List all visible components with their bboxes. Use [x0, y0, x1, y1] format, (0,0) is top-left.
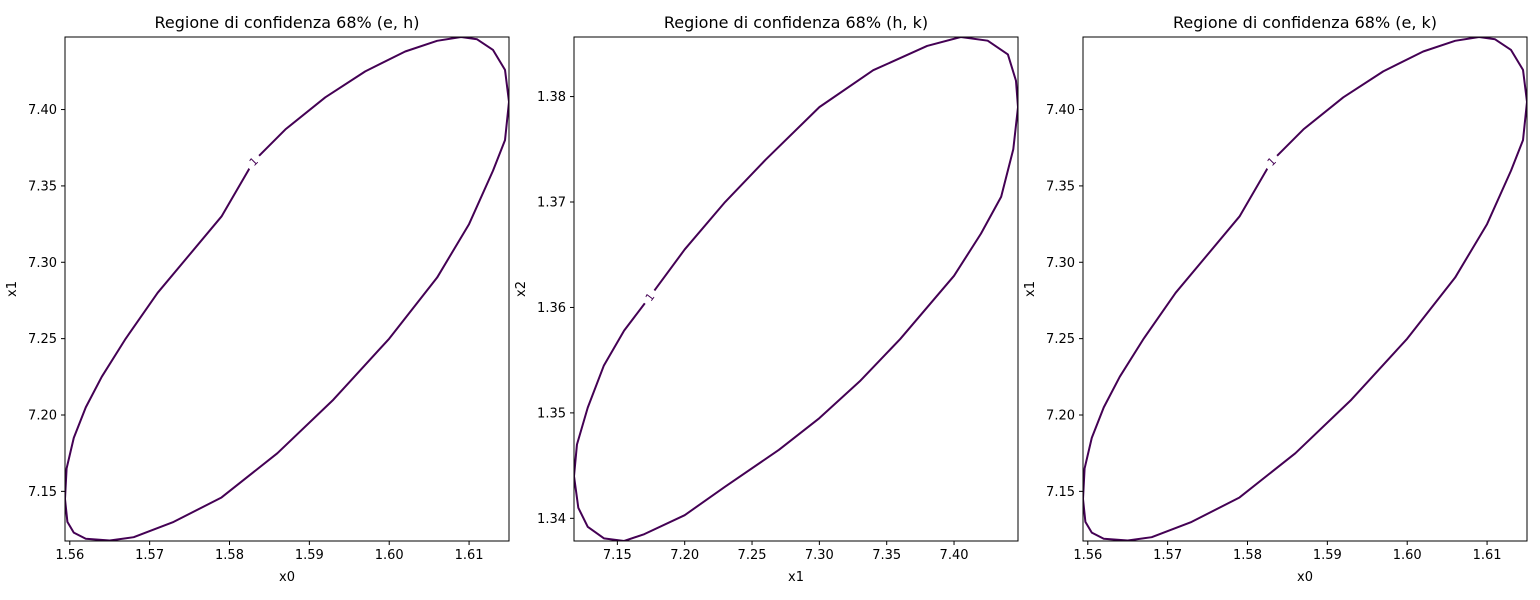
y-tick-label: 7.25	[28, 332, 57, 347]
x-tick-label: 1.56	[55, 548, 84, 563]
chart-panel-1: Regione di confidenza 68% (e, h)11.56 1.5…	[5, 13, 510, 585]
y-tick-label: 7.20	[28, 409, 57, 424]
y-axis-label: x1	[5, 281, 20, 297]
chart-panel-3: Regione di confidenza 68% (e, k)11.56 1.5…	[1023, 13, 1528, 585]
confidence-contour	[574, 37, 1018, 541]
y-tick-label: 7.20	[1046, 409, 1075, 424]
y-tick-label: 7.15	[28, 485, 57, 500]
x-tick-label: 1.58	[215, 548, 244, 563]
x-tick-label: 1.57	[1153, 548, 1182, 563]
x-tick-label: 1.59	[295, 548, 324, 563]
x-tick-label: 1.61	[455, 548, 484, 563]
y-tick-label: 7.30	[1046, 256, 1075, 271]
y-tick-label: 7.15	[1046, 485, 1075, 500]
x-tick-label: 7.15	[603, 548, 632, 563]
x-axis-label: x0	[1297, 570, 1313, 585]
plot-frame	[573, 36, 1019, 542]
x-tick-label: 1.61	[1473, 548, 1502, 563]
x-tick-label: 7.30	[805, 548, 834, 563]
x-axis-label: x1	[788, 570, 804, 585]
chart-title: Regione di confidenza 68% (h, k)	[664, 13, 928, 32]
chart-title: Regione di confidenza 68% (e, h)	[155, 13, 420, 32]
y-tick-label: 7.25	[1046, 332, 1075, 347]
x-tick-label: 7.35	[872, 548, 901, 563]
contour-label-gap	[242, 150, 265, 173]
y-tick-label: 1.34	[537, 512, 566, 527]
y-tick-label: 1.36	[537, 301, 566, 316]
y-axis-label: x1	[1023, 281, 1038, 297]
y-tick-label: 7.35	[1046, 179, 1075, 194]
y-axis-label: x2	[514, 281, 529, 297]
confidence-contour	[65, 37, 509, 541]
y-tick-label: 7.40	[1046, 103, 1075, 118]
y-tick-label: 7.35	[28, 179, 57, 194]
confidence-contour	[1083, 37, 1527, 541]
chart-title: Regione di confidenza 68% (e, k)	[1173, 13, 1437, 32]
y-tick-label: 1.35	[537, 406, 566, 421]
chart-panel-2: Regione di confidenza 68% (h, k)17.15 7.2…	[514, 13, 1019, 585]
contour-label-gap	[639, 286, 661, 308]
x-tick-label: 1.57	[135, 548, 164, 563]
x-tick-label: 1.60	[1393, 548, 1422, 563]
x-tick-label: 7.25	[738, 548, 767, 563]
x-axis-label: x0	[279, 570, 295, 585]
x-tick-label: 7.40	[940, 548, 969, 563]
y-tick-label: 7.30	[28, 256, 57, 271]
x-tick-label: 1.60	[375, 548, 404, 563]
plot-frame	[64, 36, 510, 542]
contour-label-gap	[1260, 150, 1283, 173]
y-tick-label: 7.40	[28, 103, 57, 118]
x-tick-label: 1.56	[1073, 548, 1102, 563]
y-tick-label: 1.38	[537, 90, 566, 105]
plot-frame	[1082, 36, 1528, 542]
x-tick-label: 1.59	[1313, 548, 1342, 563]
x-tick-label: 1.58	[1233, 548, 1262, 563]
x-tick-label: 7.20	[670, 548, 699, 563]
y-tick-label: 1.37	[537, 196, 566, 211]
